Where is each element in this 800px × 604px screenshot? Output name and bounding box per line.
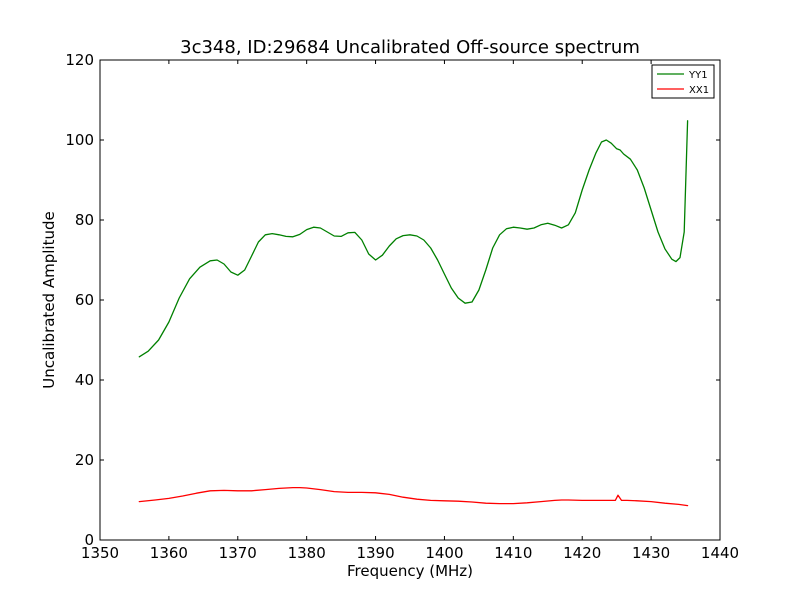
- y-tick-label: 100: [65, 131, 94, 149]
- ticks-layer: 1350 1360 1370 1380 1390 1400 1410 1420 1430 1440…: [65, 51, 739, 562]
- series-line-yy1: [138, 120, 689, 358]
- y-tick-label: 120: [65, 51, 94, 69]
- y-tick-label: 40: [75, 371, 94, 389]
- x-tick-label: 1390: [356, 544, 394, 562]
- x-tick-label: 1360: [150, 544, 188, 562]
- legend-label-yy1: YY1: [688, 70, 708, 81]
- series-layer: [138, 120, 689, 507]
- x-tick-label: 1420: [563, 544, 601, 562]
- legend: YY1 XX1: [651, 64, 715, 99]
- x-tick-label: 1440: [701, 544, 739, 562]
- legend-label-xx1: XX1: [689, 85, 709, 96]
- x-tick-label: 1430: [632, 544, 670, 562]
- x-tick-label: 1370: [219, 544, 257, 562]
- chart-title: 3c348, ID:29684 Uncalibrated Off-source …: [180, 37, 640, 58]
- plot-area: [100, 60, 720, 540]
- y-tick-label: 0: [84, 531, 94, 549]
- y-tick-label: 60: [75, 291, 94, 309]
- x-tick-label: 1350: [81, 544, 119, 562]
- x-tick-label: 1380: [288, 544, 326, 562]
- x-tick-label: 1410: [494, 544, 532, 562]
- series-line-xx1: [138, 486, 689, 507]
- legend-box: [651, 64, 715, 99]
- y-tick-label: 80: [75, 211, 94, 229]
- x-axis-label: Frequency (MHz): [347, 562, 473, 580]
- plot-frame: [99, 59, 721, 541]
- y-tick-label: 20: [75, 451, 94, 469]
- x-tick-label: 1400: [425, 544, 463, 562]
- y-axis-label: Uncalibrated Amplitude: [40, 211, 58, 388]
